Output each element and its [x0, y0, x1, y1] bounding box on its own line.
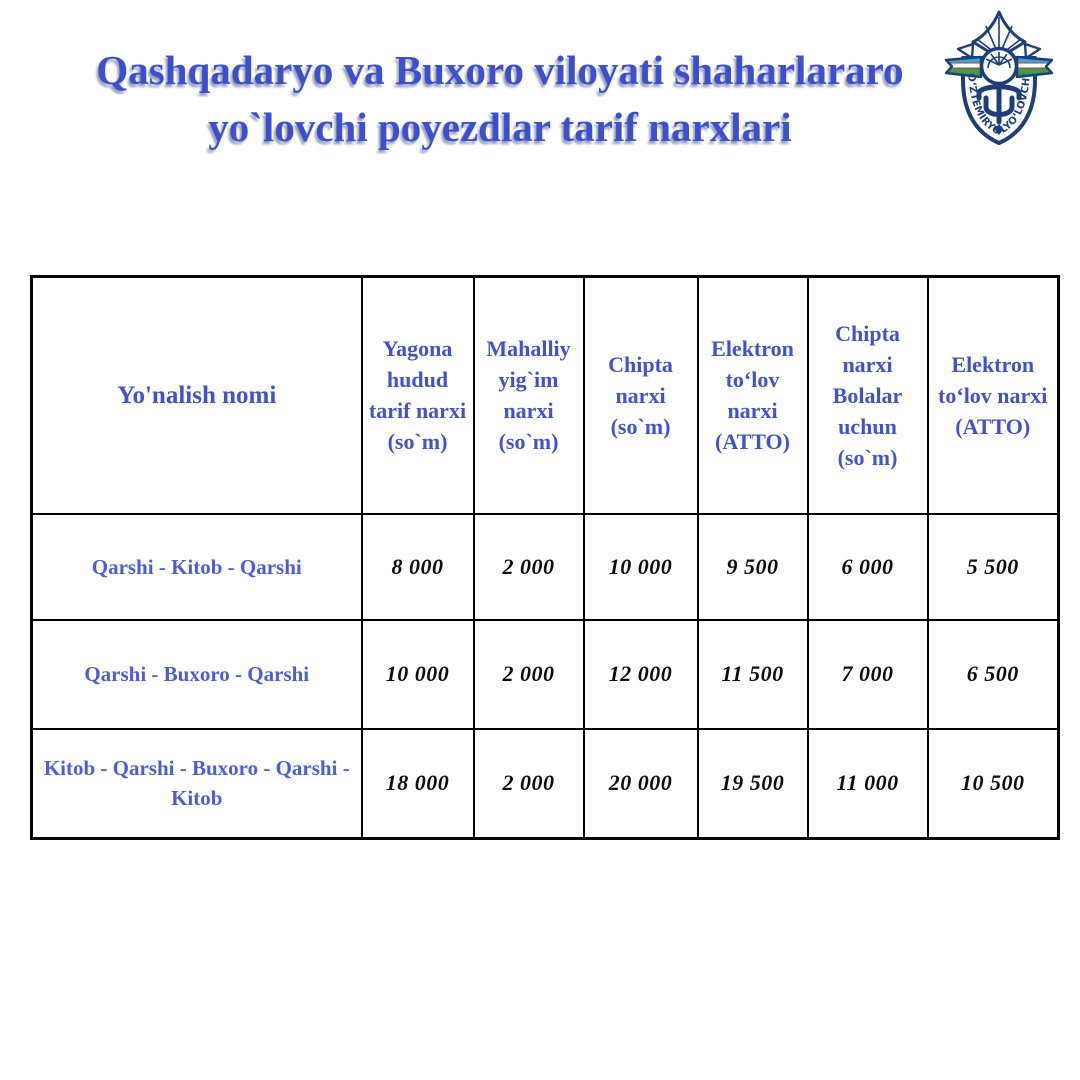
- col-header-elektron-tolov: Elektron to‘lov narxi (ATTO): [696, 275, 809, 515]
- value-cell: 11 500: [696, 618, 809, 730]
- route-cell: Qarshi - Buxoro - Qarshi: [30, 618, 363, 730]
- value-cell: 10 000: [360, 618, 475, 730]
- col-header-chipta-narxi: Chipta narxi (so`m): [582, 275, 699, 515]
- route-cell: Qarshi - Kitob - Qarshi: [30, 512, 363, 621]
- col-header-route: Yo'nalish nomi: [30, 275, 363, 515]
- value-cell: 20 000: [582, 727, 699, 840]
- value-cell: 11 000: [806, 727, 929, 840]
- value-cell: 12 000: [582, 618, 699, 730]
- value-cell: 10 000: [582, 512, 699, 621]
- value-cell: 6 500: [926, 618, 1060, 730]
- value-cell: 7 000: [806, 618, 929, 730]
- table-row: Kitob - Qarshi - Buxoro - Qarshi - Kitob…: [30, 727, 1060, 840]
- col-header-elektron-tolov-2: Elektron to‘lov narxi (ATTO): [926, 275, 1060, 515]
- crest-petal-right: [1023, 42, 1042, 60]
- sun-circle: [979, 46, 1019, 86]
- value-cell: 6 000: [806, 512, 929, 621]
- tu-monogram: [976, 84, 1022, 125]
- railway-company-logo-icon: O‘ZTEMIRYO‘LYO‘LOVCHI: [944, 10, 1065, 145]
- value-cell: 18 000: [360, 727, 475, 840]
- value-cell: 2 000: [472, 618, 585, 730]
- tariff-table: Yo'nalish nomi Yagona hudud tarif narxi …: [30, 275, 1060, 840]
- sun-arc: [987, 56, 1011, 69]
- col-header-yagona-hudud: Yagona hudud tarif narxi (so`m): [360, 275, 475, 515]
- table-row: Qarshi - Buxoro - Qarshi 10 000 2 000 12…: [30, 618, 1060, 730]
- value-cell: 8 000: [360, 512, 475, 621]
- page-title: Qashqadaryo va Buxoro viloyati shaharlar…: [0, 42, 1000, 156]
- value-cell: 5 500: [926, 512, 1060, 621]
- col-header-mahalliy-yigim: Mahalliy yig`im narxi (so`m): [472, 275, 585, 515]
- value-cell: 2 000: [472, 727, 585, 840]
- table-row: Qarshi - Kitob - Qarshi 8 000 2 000 10 0…: [30, 512, 1060, 621]
- value-cell: 19 500: [696, 727, 809, 840]
- sun-rays: [985, 52, 1013, 66]
- value-cell: 2 000: [472, 512, 585, 621]
- shield-outline: [961, 56, 1037, 145]
- flag-wing-left: [944, 55, 983, 79]
- col-header-chipta-bolalar: Chipta narxi Bolalar uchun (so`m): [806, 275, 929, 515]
- title-line-2: yo`lovchi poyezdlar tarif narxlari: [208, 104, 792, 150]
- value-cell: 10 500: [926, 727, 1060, 840]
- crest-rays: [976, 17, 1022, 57]
- route-cell: Kitob - Qarshi - Buxoro - Qarshi - Kitob: [30, 727, 363, 840]
- header-row: Yo'nalish nomi Yagona hudud tarif narxi …: [30, 275, 1060, 515]
- value-cell: 9 500: [696, 512, 809, 621]
- crest-petal-left: [956, 42, 975, 60]
- title-line-1: Qashqadaryo va Buxoro viloyati shaharlar…: [96, 47, 904, 93]
- bottom-diamond: [994, 124, 1004, 135]
